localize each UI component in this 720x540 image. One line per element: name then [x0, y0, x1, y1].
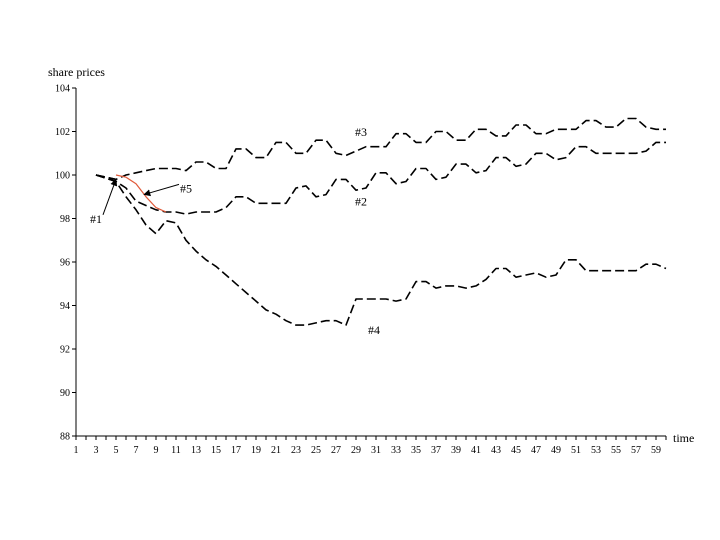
annotation-label-2: #2: [355, 194, 367, 208]
annotation-arrow-1: [102, 178, 118, 216]
x-tick-label: 19: [251, 445, 261, 456]
x-tick-label: 31: [371, 445, 381, 456]
annotation-label-3: #3: [355, 125, 367, 139]
y-tick-label: 90: [60, 388, 70, 399]
y-tick-label: 98: [60, 214, 70, 225]
x-tick-label: 59: [651, 445, 661, 456]
x-tick-label: 37: [431, 445, 441, 456]
x-tick-label: 15: [211, 445, 221, 456]
annotation-layer: #1 #2 #3 #4 #5: [90, 125, 380, 337]
x-tick-label: 51: [571, 445, 581, 456]
y-axis-label: share prices: [48, 65, 105, 79]
series-line-2: [95, 141, 666, 215]
y-tick-label: 92: [60, 345, 70, 356]
annotation-label-4: #4: [368, 323, 380, 337]
series-line-3: [95, 117, 666, 181]
x-tick-label: 29: [351, 445, 361, 456]
x-tick-label: 21: [271, 445, 281, 456]
annotation-label-1: #1: [90, 212, 102, 226]
x-tick-label: 47: [531, 445, 541, 456]
y-tick-label: 104: [55, 84, 70, 95]
x-tick-label: 45: [511, 445, 521, 456]
y-axis-ticks: 88 90 92 94 96 98 100 102 104: [55, 84, 76, 443]
y-tick-label: 102: [55, 127, 70, 138]
x-tick-label: 33: [391, 445, 401, 456]
x-tick-label: 57: [631, 445, 641, 456]
x-tick-label: 27: [331, 445, 341, 456]
x-tick-label: 49: [551, 445, 561, 456]
y-tick-label: 88: [60, 432, 70, 443]
x-axis-label: time: [673, 431, 694, 445]
series-line-4: [95, 174, 667, 326]
x-tick-label: 41: [471, 445, 481, 456]
x-tick-label: 7: [134, 445, 139, 456]
x-tick-label: 9: [154, 445, 159, 456]
x-tick-label: 43: [491, 445, 501, 456]
x-tick-label: 25: [311, 445, 321, 456]
x-tick-label: 53: [591, 445, 601, 456]
x-tick-label: 39: [451, 445, 461, 456]
x-axis-ticks: 1 3 5 7 9 11 13 15 17 19 21 23 25 27 29 31 33 35 37 39 41 43 4…: [74, 436, 667, 456]
series-line-5: [115, 174, 167, 213]
x-tick-label: 3: [94, 445, 99, 456]
x-tick-label: 35: [411, 445, 421, 456]
y-tick-label: 94: [60, 301, 70, 312]
x-tick-label: 11: [171, 445, 181, 456]
x-tick-label: 17: [231, 445, 241, 456]
y-tick-label: 96: [60, 258, 70, 269]
x-tick-label: 23: [291, 445, 301, 456]
series-layer: [95, 117, 667, 326]
x-tick-label: 5: [114, 445, 119, 456]
x-tick-label: 55: [611, 445, 621, 456]
annotation-label-5: #5: [180, 181, 192, 195]
x-tick-label: 1: [74, 445, 79, 456]
x-tick-label: 13: [191, 445, 201, 456]
annotation-arrow-5: [143, 183, 180, 197]
y-tick-label: 100: [55, 171, 70, 182]
